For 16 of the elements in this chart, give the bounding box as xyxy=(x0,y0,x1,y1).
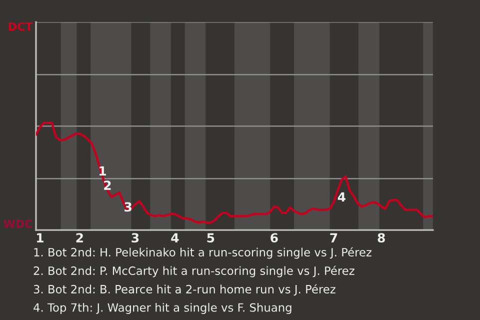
x-tick-label: 2 xyxy=(76,233,83,242)
x-tick-label: 8 xyxy=(378,233,385,243)
x-tick-label: 4 xyxy=(171,233,179,242)
annotation: 4 xyxy=(338,192,346,202)
text: 4. Top 7th: J. Wagner hit a single vs F. Shuang xyxy=(34,302,292,314)
x-tick-label: 5 xyxy=(207,233,214,243)
text: 2. Bot 2nd: P. McCarty hit a run-scoring single vs J. Pérez xyxy=(34,266,354,278)
text: DCT xyxy=(8,22,33,31)
annotation: 3 xyxy=(124,202,132,212)
text: 1. Bot 2nd: H. Pelekinako hit a run-scoring single vs J. Pérez xyxy=(34,247,372,259)
text: WDC xyxy=(4,220,32,228)
x-tick-label: 3 xyxy=(132,233,139,243)
x-tick-label: 6 xyxy=(270,233,278,243)
x-tick-label: 7 xyxy=(330,233,338,242)
x-tick-label: 1 xyxy=(37,233,44,242)
text: 3. Bot 2nd: B. Pearce hit a 2-run home run vs J. Pérez xyxy=(34,284,336,296)
